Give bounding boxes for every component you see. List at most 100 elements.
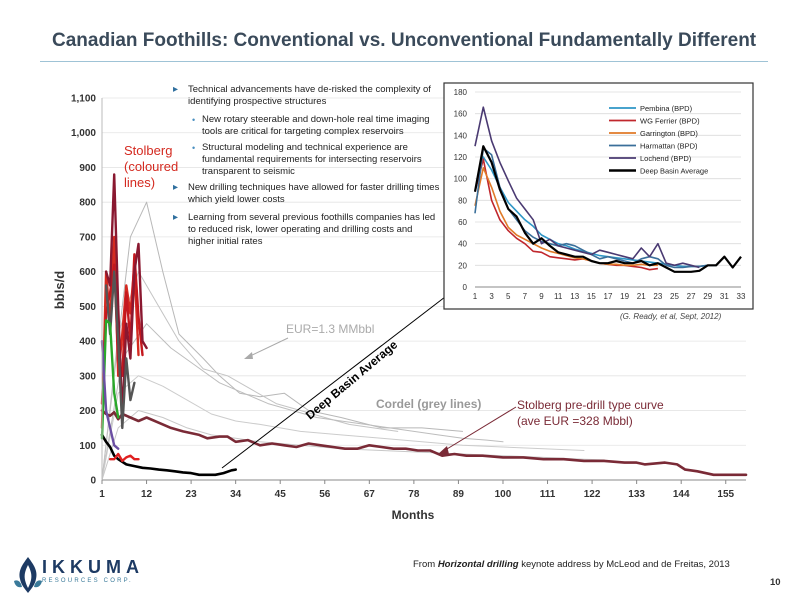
series-line-stolberg-well — [100, 339, 120, 450]
inset-frame — [443, 82, 754, 310]
inset-x-tick-label: 15 — [587, 292, 596, 301]
inset-citation: (G. Ready, et al, Sept, 2012) — [620, 312, 722, 321]
inset-x-tick-label: 1 — [473, 292, 478, 301]
x-axis-title: Months — [392, 508, 435, 522]
bullet-item: Learning from several previous foothills… — [170, 212, 440, 248]
inset-x-tick-label: 17 — [604, 292, 613, 301]
y-tick-label: 600 — [79, 267, 96, 278]
x-tick-label: 67 — [364, 489, 376, 500]
inset-y-tick-label: 120 — [454, 153, 468, 162]
inset-x-tick-label: 9 — [539, 292, 544, 301]
x-tick-label: 56 — [319, 489, 331, 500]
stolberg-annotation: Stolberg (coloured lines) — [124, 143, 178, 190]
x-tick-label: 1 — [99, 489, 105, 500]
eur-annotation: EUR=1.3 MMbbl — [286, 322, 374, 336]
inset-y-tick-label: 0 — [463, 283, 468, 292]
type-curve-arrow — [441, 406, 517, 453]
inset-legend-label: Garrington (BPD) — [640, 129, 698, 138]
source-note: From Horizontal drilling keynote address… — [413, 559, 730, 570]
bullet-item: New drilling techniques have allowed for… — [170, 182, 440, 206]
deep-basin-connector — [221, 296, 446, 469]
y-tick-label: 700 — [79, 232, 96, 243]
x-tick-label: 133 — [628, 489, 645, 500]
x-tick-label: 122 — [584, 489, 601, 500]
x-tick-label: 78 — [408, 489, 420, 500]
inset-x-tick-label: 5 — [506, 292, 511, 301]
x-tick-label: 144 — [673, 489, 690, 500]
inset-y-tick-label: 160 — [454, 110, 468, 119]
series-line-stolberg-well — [104, 173, 148, 419]
logo-subtitle: RESOURCES CORP. — [42, 578, 133, 584]
y-tick-label: 900 — [79, 163, 96, 174]
series-line-cordel-well — [101, 375, 585, 481]
inset-x-tick-label: 29 — [703, 292, 712, 301]
x-tick-label: 155 — [717, 489, 734, 500]
series-line-cordel-well — [101, 271, 399, 481]
inset-x-tick-label: 19 — [620, 292, 629, 301]
series-line-deep-basin-average — [100, 433, 237, 477]
inset-x-tick-label: 33 — [737, 292, 746, 301]
logo-wordmark: IKKUMA — [42, 557, 144, 577]
inset-x-tick-label: 23 — [653, 292, 662, 301]
inset-legend-label: Harmattan (BPD) — [640, 142, 698, 151]
eur-arrowhead-icon — [244, 352, 253, 359]
inset-y-tick-label: 60 — [458, 218, 467, 227]
series-line-stolberg-well — [108, 452, 140, 463]
y-tick-label: 1,100 — [71, 94, 96, 105]
series-line-cordel-well — [101, 323, 504, 481]
sub-bullet-item: New rotary steerable and down-hole real … — [170, 114, 440, 138]
inset-x-tick-label: 11 — [554, 292, 563, 301]
inset-x-tick-label: 7 — [523, 292, 528, 301]
logo-mark-icon — [14, 557, 42, 593]
y-axis-title: bbls/d — [52, 271, 67, 309]
y-tick-label: 400 — [79, 337, 96, 348]
type-curve-annotation: Stolberg pre-drill type curve (ave EUR =3… — [517, 398, 664, 428]
slide-title: Canadian Foothills: Conventional vs. Unc… — [52, 30, 757, 51]
source-emphasis: Horizontal drilling — [437, 559, 519, 570]
sub-bullet-item: Structural modeling and technical experi… — [170, 142, 440, 178]
inset-x-tick-label: 13 — [570, 292, 579, 301]
y-tick-label: 500 — [79, 302, 96, 313]
inset-legend-label: Pembina (BPD) — [640, 104, 693, 113]
source-prefix: From — [413, 559, 438, 570]
inset-series-line — [474, 106, 700, 269]
y-tick-label: 1,000 — [71, 128, 96, 139]
y-tick-label: 800 — [79, 198, 96, 209]
type-curve-arrowhead-icon — [437, 446, 449, 455]
x-tick-label: 34 — [230, 489, 242, 500]
inset-x-tick-label: 31 — [720, 292, 729, 301]
inset-y-tick-label: 140 — [454, 131, 468, 140]
inset-y-tick-label: 40 — [458, 240, 467, 249]
x-tick-label: 100 — [495, 489, 512, 500]
inset-legend-label: Deep Basin Average — [640, 167, 708, 176]
x-tick-label: 45 — [275, 489, 287, 500]
source-suffix: keynote address by McLeod and de Freitas… — [518, 559, 730, 570]
x-tick-label: 23 — [186, 489, 198, 500]
series-line-stolberg-well — [100, 319, 120, 440]
inset-x-tick-label: 3 — [489, 292, 494, 301]
inset-legend-label: Lochend (BPD) — [640, 154, 692, 163]
inset-y-tick-label: 100 — [454, 175, 468, 184]
inset-legend-label: WG Ferrier (BPD) — [640, 117, 700, 126]
bullet-item: Technical advancements have de-risked th… — [170, 84, 440, 108]
y-tick-label: 100 — [79, 441, 96, 452]
stolberg-lines — [100, 173, 748, 477]
inset-series-line — [473, 145, 742, 273]
title-rule — [40, 61, 768, 62]
inset-y-tick-label: 80 — [458, 196, 467, 205]
x-tick-label: 111 — [540, 489, 556, 500]
page-number: 10 — [770, 577, 781, 588]
inset-x-tick-label: 25 — [670, 292, 679, 301]
inset-y-tick-label: 180 — [454, 88, 468, 97]
bullet-list: Technical advancements have de-risked th… — [170, 84, 440, 254]
inset-y-tick-label: 20 — [458, 261, 467, 270]
x-tick-label: 12 — [141, 489, 153, 500]
inset-x-tick-label: 21 — [637, 292, 646, 301]
x-tick-label: 89 — [453, 489, 465, 500]
y-tick-label: 200 — [79, 406, 96, 417]
series-line-cordel-well — [101, 201, 463, 481]
cordel-annotation: Cordel (grey lines) — [376, 397, 481, 411]
inset-x-tick-label: 27 — [687, 292, 696, 301]
